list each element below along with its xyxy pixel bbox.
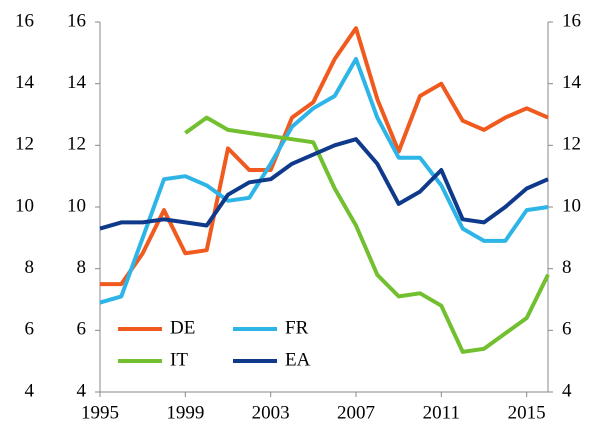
y-tick-label: 16 — [67, 10, 86, 31]
legend-label: DE — [170, 317, 195, 338]
y2-tick-label: 6 — [562, 319, 572, 340]
y-tick-label: 10 — [15, 195, 34, 216]
x-tick-label: 2007 — [337, 402, 375, 423]
y-tick-label: 10 — [67, 195, 86, 216]
y2-tick-label: 16 — [562, 10, 581, 31]
x-tick-label: 2003 — [252, 402, 290, 423]
x-tick-label: 1995 — [81, 402, 119, 423]
y-tick-label: 16 — [15, 10, 34, 31]
y-tick-label: 6 — [77, 319, 87, 340]
line-series — [100, 26, 549, 287]
y-tick-label: 14 — [67, 72, 87, 93]
y2-tick-label: 14 — [562, 72, 582, 93]
x-tick-label: 2011 — [423, 402, 460, 423]
y-tick-label: 4 — [77, 380, 87, 401]
y-tick-label: 8 — [77, 257, 87, 278]
line-series — [99, 57, 549, 305]
legend-label: FR — [285, 317, 309, 338]
x-tick-label: 2015 — [508, 402, 546, 423]
y2-tick-label: 12 — [562, 134, 581, 155]
legend-label: EA — [285, 349, 311, 370]
y-tick-label: 12 — [67, 134, 86, 155]
y-tick-label: 8 — [25, 257, 35, 278]
x-tick-label: 1999 — [166, 402, 204, 423]
line-series — [184, 115, 550, 354]
line-series — [99, 137, 549, 231]
legend-label: IT — [170, 349, 188, 370]
y-tick-label: 12 — [15, 134, 34, 155]
y-tick-label: 4 — [25, 380, 35, 401]
y-tick-label: 6 — [25, 319, 35, 340]
y-tick-label: 14 — [15, 72, 35, 93]
y2-tick-label: 8 — [562, 257, 572, 278]
y2-tick-label: 4 — [562, 380, 572, 401]
y2-tick-label: 10 — [562, 195, 581, 216]
